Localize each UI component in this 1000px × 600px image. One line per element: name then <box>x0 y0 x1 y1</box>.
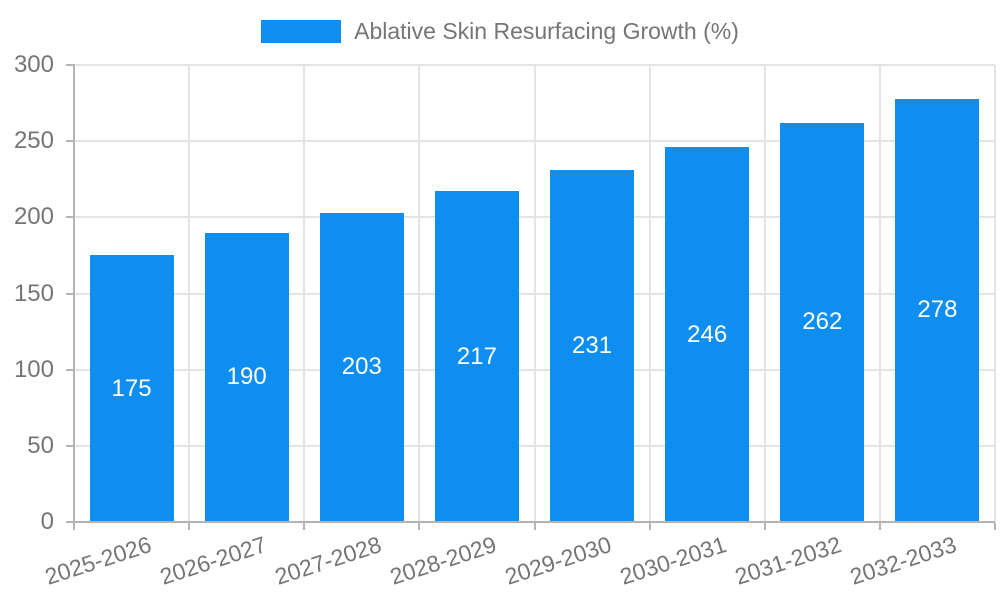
y-axis-tick-label: 50 <box>27 431 54 459</box>
y-tick-mark <box>66 444 74 447</box>
x-gridline <box>418 65 421 522</box>
x-gridline <box>763 65 766 522</box>
x-gridline <box>648 65 651 522</box>
x-axis-label: 2027-2028 <box>271 531 385 590</box>
x-axis-label: 2029-2030 <box>501 531 615 590</box>
y-axis-tick-label: 300 <box>13 51 54 78</box>
x-gridline <box>188 65 191 522</box>
y-axis-line <box>73 64 75 530</box>
x-gridline <box>878 65 881 522</box>
y-axis-tick-label: 0 <box>40 508 54 535</box>
x-gridline <box>303 65 306 522</box>
legend-label: Ablative Skin Resurfacing Growth (%) <box>354 18 739 44</box>
bar[interactable]: 231 <box>550 170 635 522</box>
bar-value-label: 246 <box>687 320 728 348</box>
bar-value-label: 231 <box>572 332 613 360</box>
bar[interactable]: 246 <box>665 147 750 522</box>
x-axis-label: 2032-2033 <box>847 531 960 590</box>
bar[interactable]: 217 <box>434 191 519 522</box>
x-axis-label: 2031-2032 <box>732 531 845 590</box>
x-axis-label: 2026-2027 <box>156 531 270 590</box>
bar-value-label: 262 <box>802 308 843 336</box>
x-tick-mark <box>303 523 306 530</box>
y-axis-tick-label: 250 <box>13 127 54 155</box>
bar-value-label: 217 <box>456 342 497 370</box>
y-axis-tick-label: 200 <box>13 203 54 231</box>
bar-value-label: 278 <box>917 296 958 324</box>
y-tick-mark <box>66 64 74 66</box>
x-tick-mark <box>648 523 651 530</box>
y-axis-tick-label: 150 <box>13 279 54 307</box>
x-tick-mark <box>763 523 766 530</box>
x-axis-label: 2025-2026 <box>41 531 154 590</box>
bar[interactable]: 203 <box>319 212 404 522</box>
x-tick-mark <box>994 523 996 530</box>
x-gridline <box>994 65 996 522</box>
legend[interactable]: Ablative Skin Resurfacing Growth (%) <box>0 18 1000 45</box>
bar[interactable]: 175 <box>89 255 174 522</box>
y-tick-mark <box>66 216 74 219</box>
bar[interactable]: 262 <box>780 122 865 522</box>
x-axis-label: 2030-2031 <box>616 531 730 590</box>
y-tick-mark <box>66 368 74 371</box>
x-tick-mark <box>533 523 536 530</box>
bar[interactable]: 278 <box>895 98 980 522</box>
x-tick-mark <box>418 523 421 530</box>
x-axis-line <box>66 521 995 523</box>
x-axis-label: 2028-2029 <box>386 531 500 590</box>
x-tick-mark <box>878 523 881 530</box>
y-tick-mark <box>66 292 74 295</box>
x-tick-mark <box>188 523 191 530</box>
bar-value-label: 175 <box>111 374 152 402</box>
bar[interactable]: 190 <box>204 232 289 522</box>
x-gridline <box>533 65 536 522</box>
y-axis-tick-label: 100 <box>13 355 54 383</box>
y-tick-mark <box>66 140 74 143</box>
bar-value-label: 190 <box>226 363 267 391</box>
legend-swatch <box>261 20 342 43</box>
bar-value-label: 203 <box>341 353 382 381</box>
